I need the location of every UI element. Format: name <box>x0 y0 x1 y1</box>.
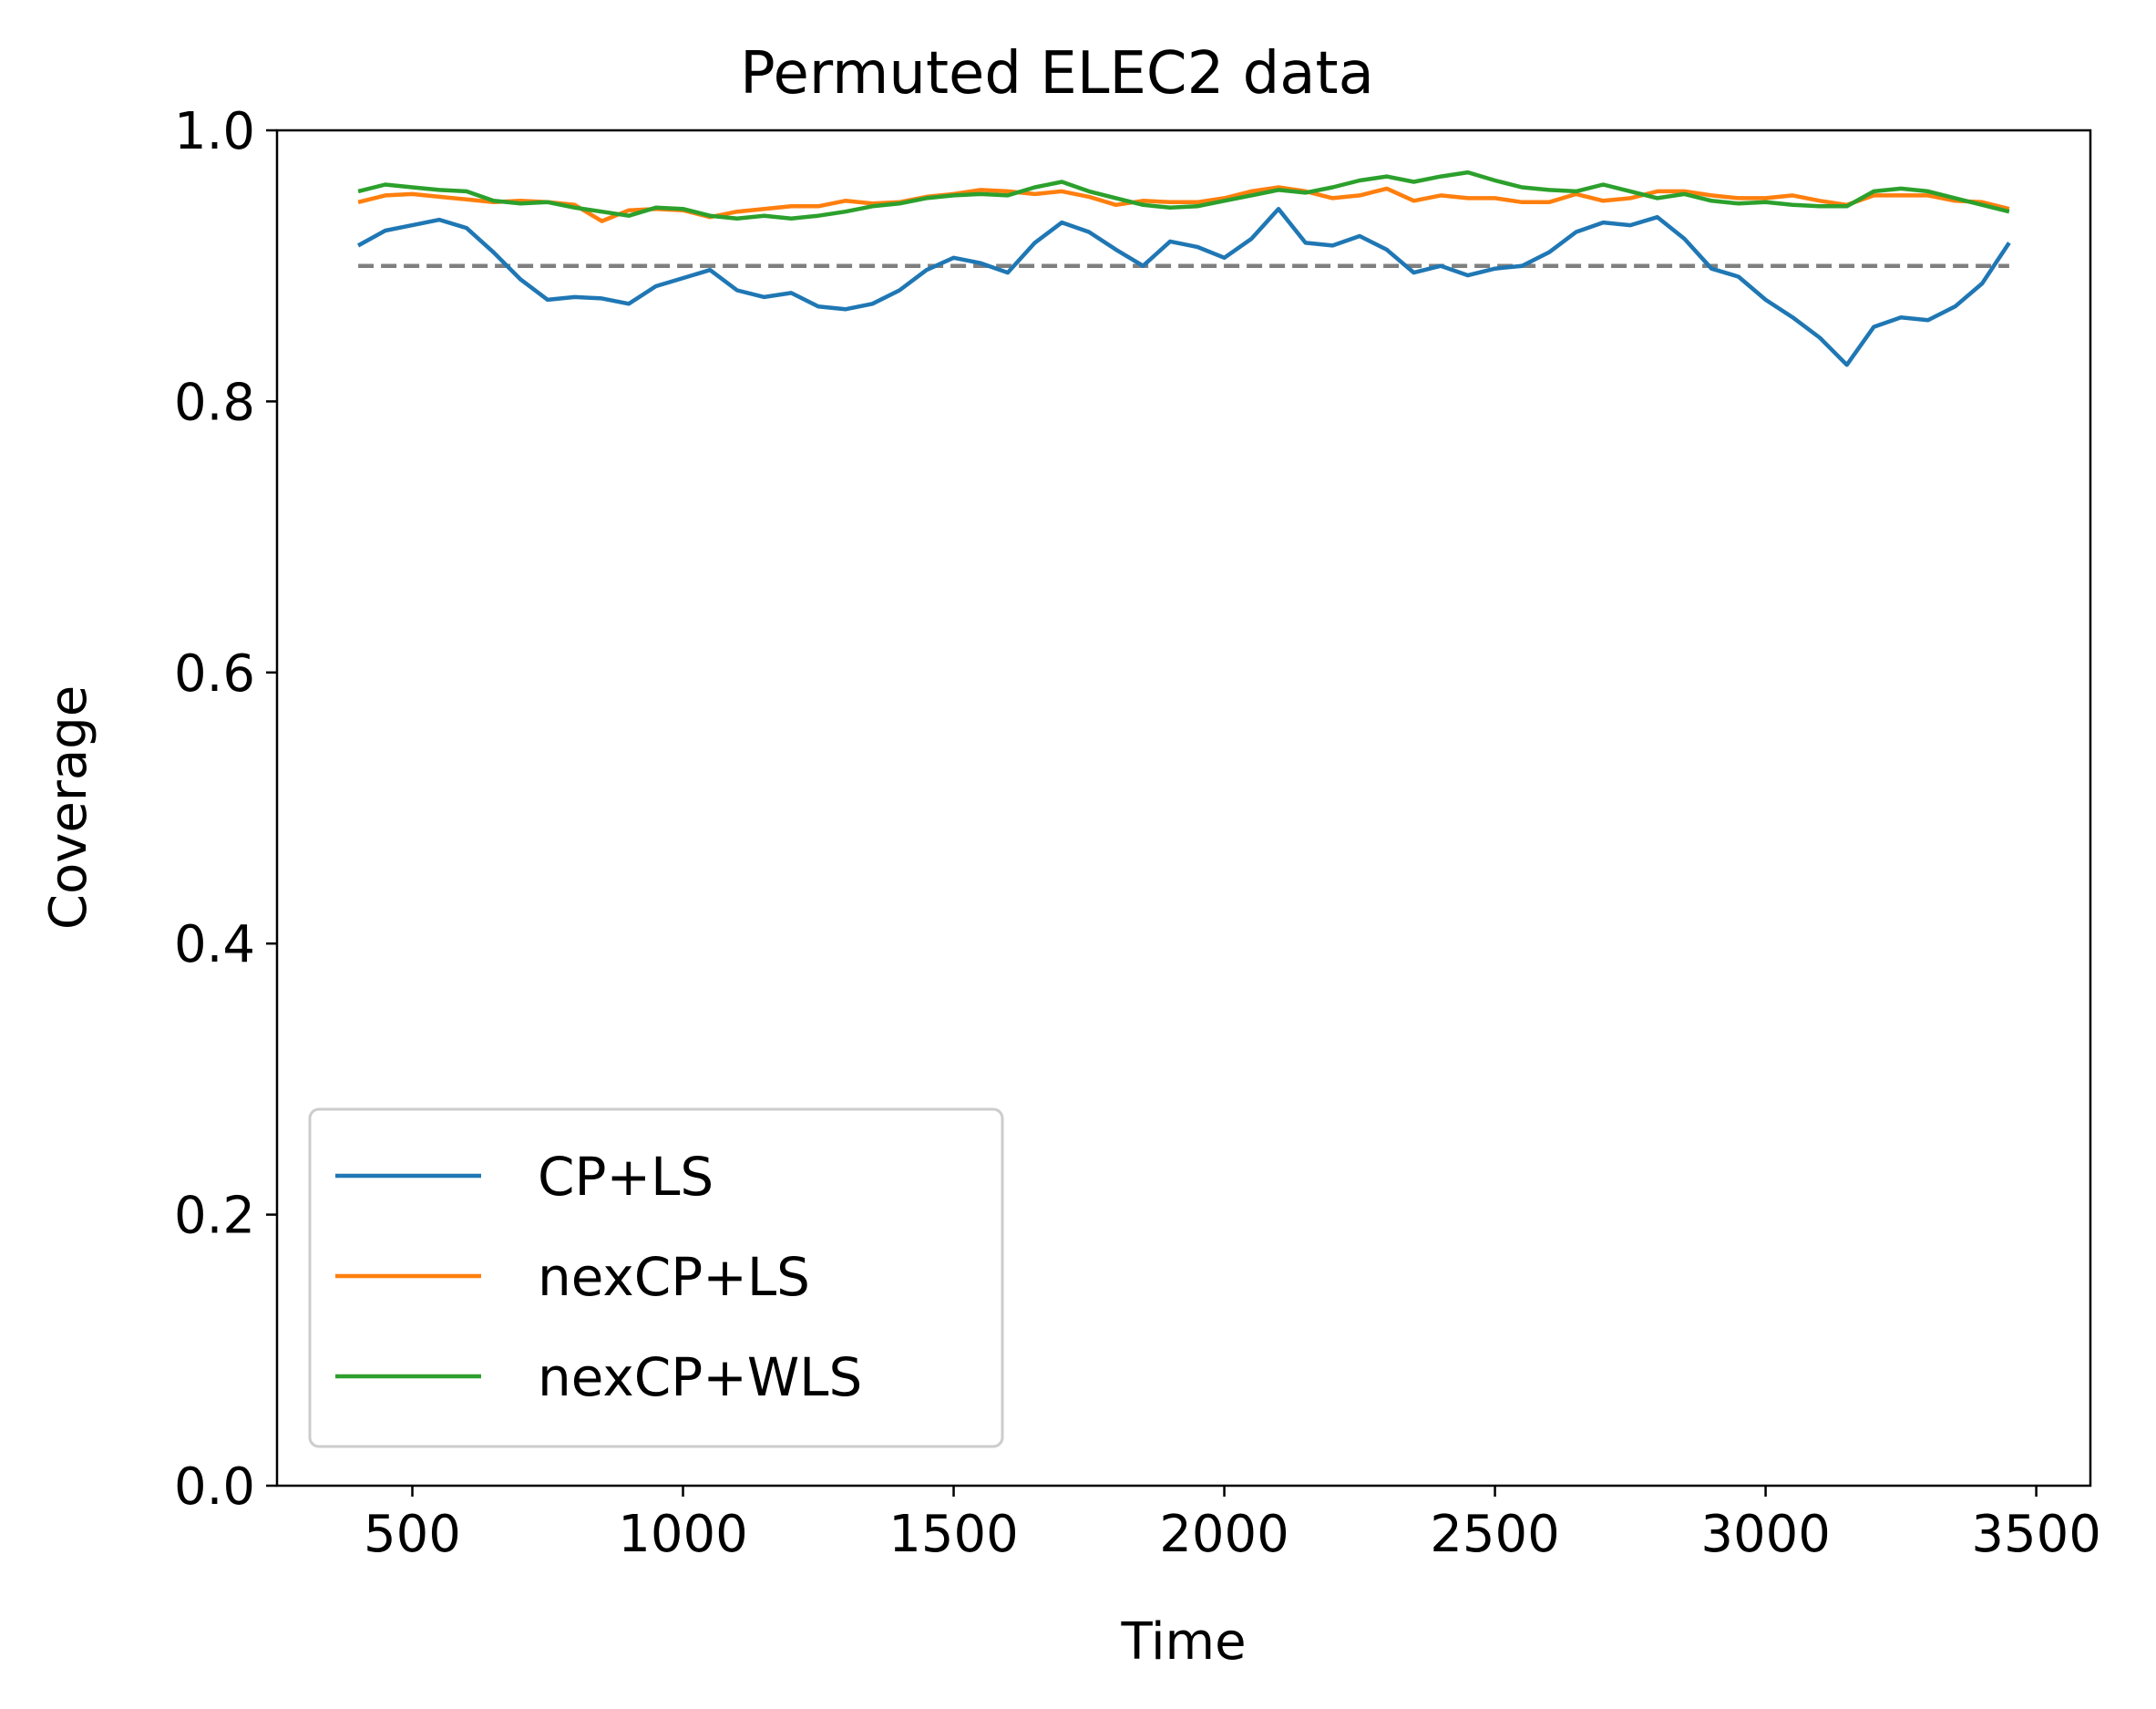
axes-frame <box>275 129 2092 1488</box>
x-tick-label: 3500 <box>1971 1505 2101 1564</box>
y-tick-label: 0.0 <box>174 1457 255 1517</box>
legend-label-1: CP+LS <box>538 1146 714 1208</box>
legend-label-2: nexCP+LS <box>538 1246 810 1308</box>
axis-ticks: 500 1000 1500 2000 2500 3000 3500 0.0 0.2 0.4 0.6 0… <box>174 102 2101 1564</box>
y-axis-label: Coverage <box>39 685 98 930</box>
x-tick-label: 500 <box>364 1505 461 1564</box>
x-tick-label: 2000 <box>1159 1505 1289 1564</box>
series-line-1 <box>357 206 2011 367</box>
x-axis-label: Time <box>1120 1612 1246 1672</box>
series-line-2 <box>357 185 2010 223</box>
x-tick-label: 1000 <box>618 1505 748 1564</box>
y-tick-label: 0.8 <box>174 373 255 432</box>
y-tick-label: 0.2 <box>174 1187 255 1246</box>
x-tick-label: 2500 <box>1430 1505 1560 1564</box>
legend: CP+LS nexCP+LS nexCP+WLS <box>308 1107 1004 1448</box>
y-tick-label: 0.4 <box>174 915 255 974</box>
x-tick-label: 3000 <box>1700 1505 1831 1564</box>
plot-area <box>357 170 2011 367</box>
y-tick-label: 1.0 <box>174 102 255 161</box>
chart-title: Permuted ELEC2 data <box>740 40 1374 108</box>
y-tick-label: 0.6 <box>174 644 255 704</box>
legend-label-3: nexCP+WLS <box>538 1346 862 1408</box>
series-line-3 <box>357 170 2010 221</box>
x-tick-label: 1500 <box>888 1505 1019 1564</box>
legend-box <box>308 1107 1004 1448</box>
